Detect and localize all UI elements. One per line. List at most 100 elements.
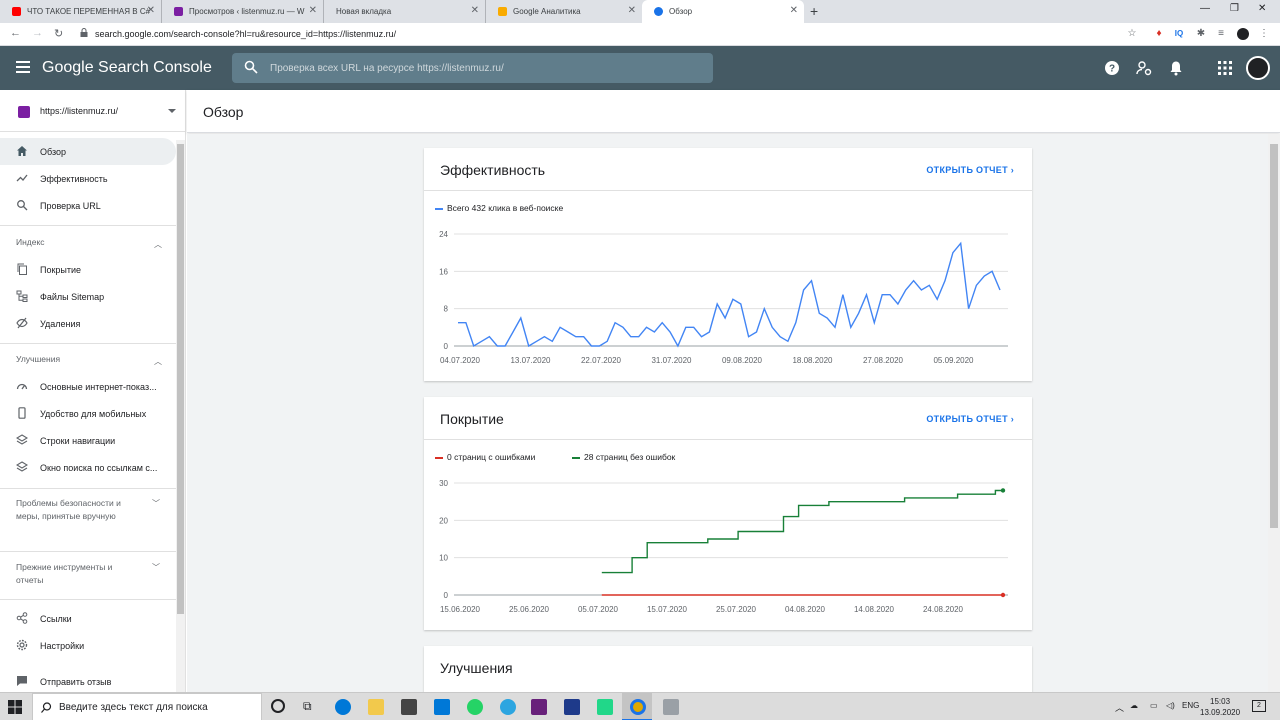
help-icon[interactable]: ?	[1104, 60, 1120, 76]
property-selector[interactable]: https://listenmuz.ru/	[0, 90, 185, 132]
sidebar-item-mobile-usability[interactable]: Удобство для мобильных	[0, 400, 176, 427]
new-tab-button[interactable]: +	[810, 3, 819, 19]
profile-avatar[interactable]	[1237, 28, 1249, 40]
sidebar-item-feedback[interactable]: Отправить отзыв	[0, 668, 176, 692]
edge-icon[interactable]	[335, 699, 351, 715]
maximize-icon[interactable]: ❐	[1230, 3, 1239, 14]
browser-tab-2[interactable]: Просмотров ‹ listenmuz.ru — W ✕	[162, 0, 324, 23]
close-icon[interactable]: ✕	[789, 5, 798, 16]
menu-icon[interactable]	[16, 61, 30, 73]
legend-valid[interactable]: 28 страниц без ошибок	[572, 452, 675, 462]
cortana-icon[interactable]	[271, 699, 285, 713]
whatsapp-icon[interactable]	[467, 699, 483, 715]
close-icon[interactable]: ✕	[470, 5, 479, 16]
manage-users-icon[interactable]	[1136, 60, 1152, 76]
sidebar-item-sitemaps[interactable]: Файлы Sitemap	[0, 283, 176, 310]
playlist-icon[interactable]: ≡	[1218, 28, 1224, 39]
telegram-icon[interactable]	[500, 699, 516, 715]
scrollbar-thumb[interactable]	[1270, 144, 1278, 528]
search-icon	[244, 60, 258, 74]
iq-extension-icon[interactable]: IQ	[1174, 29, 1184, 38]
menu-dots-icon[interactable]: ⋮	[1259, 28, 1269, 39]
puzzle-icon[interactable]: ✱	[1196, 28, 1206, 39]
sidebar-item-coverage[interactable]: Покрытие	[0, 256, 176, 283]
window-close-icon[interactable]: ✕	[1258, 3, 1267, 14]
chevron-up-icon[interactable]: ︿	[1115, 703, 1125, 713]
section-improvements[interactable]: Улучшения ︿	[16, 353, 166, 366]
sidebar-item-url-inspection[interactable]: Проверка URL	[0, 192, 176, 219]
section-security[interactable]: Проблемы безопасности и меры, принятые в…	[16, 497, 146, 523]
sidebar-item-performance[interactable]: Эффективность	[0, 165, 176, 192]
sidebar-item-settings[interactable]: Настройки	[0, 632, 176, 659]
trending-icon	[16, 174, 28, 182]
sidebar-item-sitelinks-searchbox[interactable]: Окно поиска по ссылкам с...	[0, 454, 176, 481]
reload-icon[interactable]: ↻	[54, 28, 64, 40]
apps-grid-icon[interactable]	[1217, 60, 1233, 76]
close-icon[interactable]: ✕	[308, 5, 317, 16]
y-tick-label: 10	[439, 554, 448, 563]
network-icon[interactable]: ▭	[1150, 701, 1158, 710]
notepad-icon[interactable]	[663, 699, 679, 715]
taskbar-search[interactable]: Введите здесь текст для поиска	[32, 693, 262, 720]
clock[interactable]: 15:03 13.09.2020	[1200, 696, 1240, 718]
browser-tab-1[interactable]: ЧТО ТАКОЕ ПЕРЕМЕННАЯ В C# ✕	[0, 0, 162, 23]
x-tick-label: 14.08.2020	[854, 605, 895, 614]
chrome-icon[interactable]	[630, 699, 646, 715]
notifications-icon[interactable]	[1168, 60, 1184, 76]
section-legacy-tools[interactable]: Прежние инструменты и отчеты	[16, 561, 136, 587]
url-field[interactable]: search.google.com/search-console?hl=ru&r…	[95, 29, 397, 39]
mail-icon[interactable]	[434, 699, 450, 715]
sidebar-item-removals[interactable]: Удаления	[0, 310, 176, 337]
sidebar-scrollbar[interactable]	[176, 140, 185, 692]
open-report-link[interactable]: ОТКРЫТЬ ОТЧЕТ ›	[926, 414, 1014, 424]
divider	[0, 225, 176, 226]
language-indicator[interactable]: ENG	[1182, 701, 1200, 710]
search-console-favicon-icon	[654, 7, 663, 16]
chevron-up-icon: ︿	[154, 240, 162, 249]
coverage-card: Покрытие ОТКРЫТЬ ОТЧЕТ › 0 страниц с оши…	[424, 397, 1032, 630]
legend-label: Всего 432 клика в веб-поиске	[447, 203, 564, 213]
scrollbar-thumb[interactable]	[177, 144, 184, 614]
close-icon[interactable]: ✕	[627, 5, 636, 16]
chevron-down-icon[interactable]: ﹀	[152, 563, 160, 572]
browser-tab-3[interactable]: Новая вкладка ✕	[324, 0, 486, 23]
visual-studio-icon[interactable]	[531, 699, 547, 715]
legend-errors[interactable]: 0 страниц с ошибками	[435, 452, 535, 462]
property-url: https://listenmuz.ru/	[40, 106, 119, 116]
volume-icon[interactable]: ◁)	[1166, 701, 1175, 710]
browser-tab-4[interactable]: Google Аналитика ✕	[486, 0, 642, 23]
section-index[interactable]: Индекс ︿	[16, 236, 166, 249]
task-view-icon[interactable]: ⧉	[303, 699, 312, 713]
sidebar-item-core-web-vitals[interactable]: Основные интернет-показ...	[0, 373, 176, 400]
star-icon[interactable]: ☆	[1127, 28, 1137, 39]
sidebar-item-label: Покрытие	[40, 265, 82, 275]
back-icon[interactable]: ←	[10, 27, 21, 39]
youtube-icon	[12, 7, 21, 16]
x-tick-label: 25.07.2020	[716, 605, 757, 614]
account-avatar[interactable]	[1246, 56, 1270, 80]
pin-extension-icon[interactable]: ♦	[1156, 28, 1162, 39]
powershell-icon[interactable]	[564, 699, 580, 715]
taskbar-search-placeholder: Введите здесь текст для поиска	[59, 702, 208, 713]
sidebar-item-links[interactable]: Ссылки	[0, 605, 176, 632]
page-header: Обзор	[187, 90, 1280, 133]
search-input[interactable]	[270, 53, 700, 83]
forward-icon[interactable]: →	[32, 27, 43, 39]
chevron-down-icon[interactable]: ﹀	[152, 499, 160, 508]
browser-tab-5[interactable]: Обзор ✕	[642, 0, 804, 23]
sidebar-item-overview[interactable]: Обзор	[0, 138, 176, 165]
notifications-icon[interactable]: 2	[1252, 700, 1266, 712]
pycharm-icon[interactable]	[597, 699, 613, 715]
close-icon[interactable]: ✕	[146, 5, 155, 16]
windows-start-icon[interactable]	[8, 700, 22, 714]
minimize-icon[interactable]: —	[1200, 3, 1210, 14]
url-inspection-search[interactable]	[232, 53, 713, 83]
clock-date: 13.09.2020	[1200, 708, 1241, 717]
store-icon[interactable]	[401, 699, 417, 715]
main-scrollbar[interactable]	[1268, 134, 1280, 692]
open-report-link[interactable]: ОТКРЫТЬ ОТЧЕТ ›	[926, 165, 1014, 175]
tray-app-icon[interactable]: ☁	[1130, 701, 1138, 710]
sidebar-item-label: Основные интернет-показ...	[40, 382, 157, 392]
file-explorer-icon[interactable]	[368, 699, 384, 715]
sidebar-item-breadcrumbs[interactable]: Строки навигации	[0, 427, 176, 454]
